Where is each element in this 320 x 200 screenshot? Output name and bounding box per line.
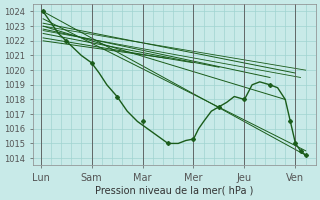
X-axis label: Pression niveau de la mer( hPa ): Pression niveau de la mer( hPa ) (95, 186, 253, 196)
